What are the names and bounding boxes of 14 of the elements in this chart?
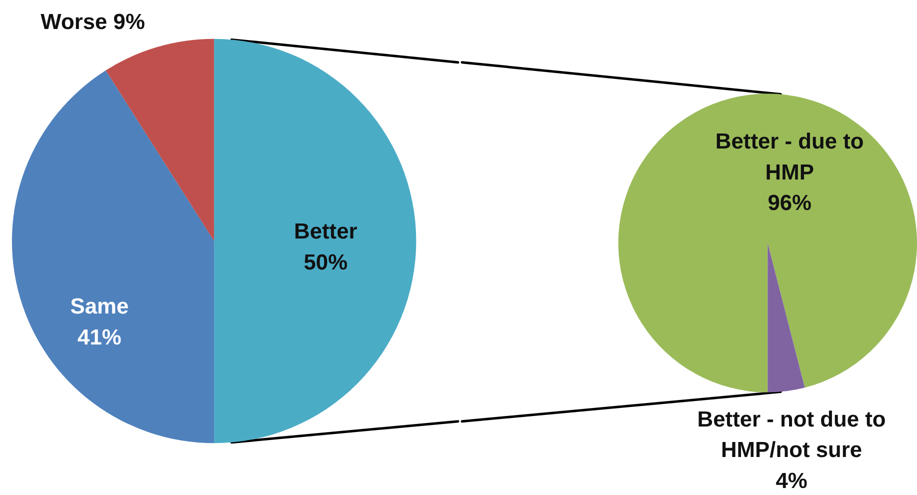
data-label: 41% [78, 324, 122, 350]
slice-label: Same [70, 293, 129, 318]
pie-slice [106, 38, 214, 242]
slice-label: Better [294, 218, 358, 244]
pie-slice [12, 70, 214, 444]
slice-label: Better - due to HMP [715, 128, 864, 184]
data-label: 96% [768, 190, 812, 216]
data-label: 4% [776, 468, 808, 493]
pie-slice [214, 38, 416, 444]
pie-slice [618, 94, 917, 392]
pie-slice [768, 243, 805, 392]
slice-label: Better - not due to HMP/not sure [697, 406, 886, 462]
data-label: 50% [304, 249, 348, 274]
slice-label: Worse 9% [40, 8, 145, 34]
